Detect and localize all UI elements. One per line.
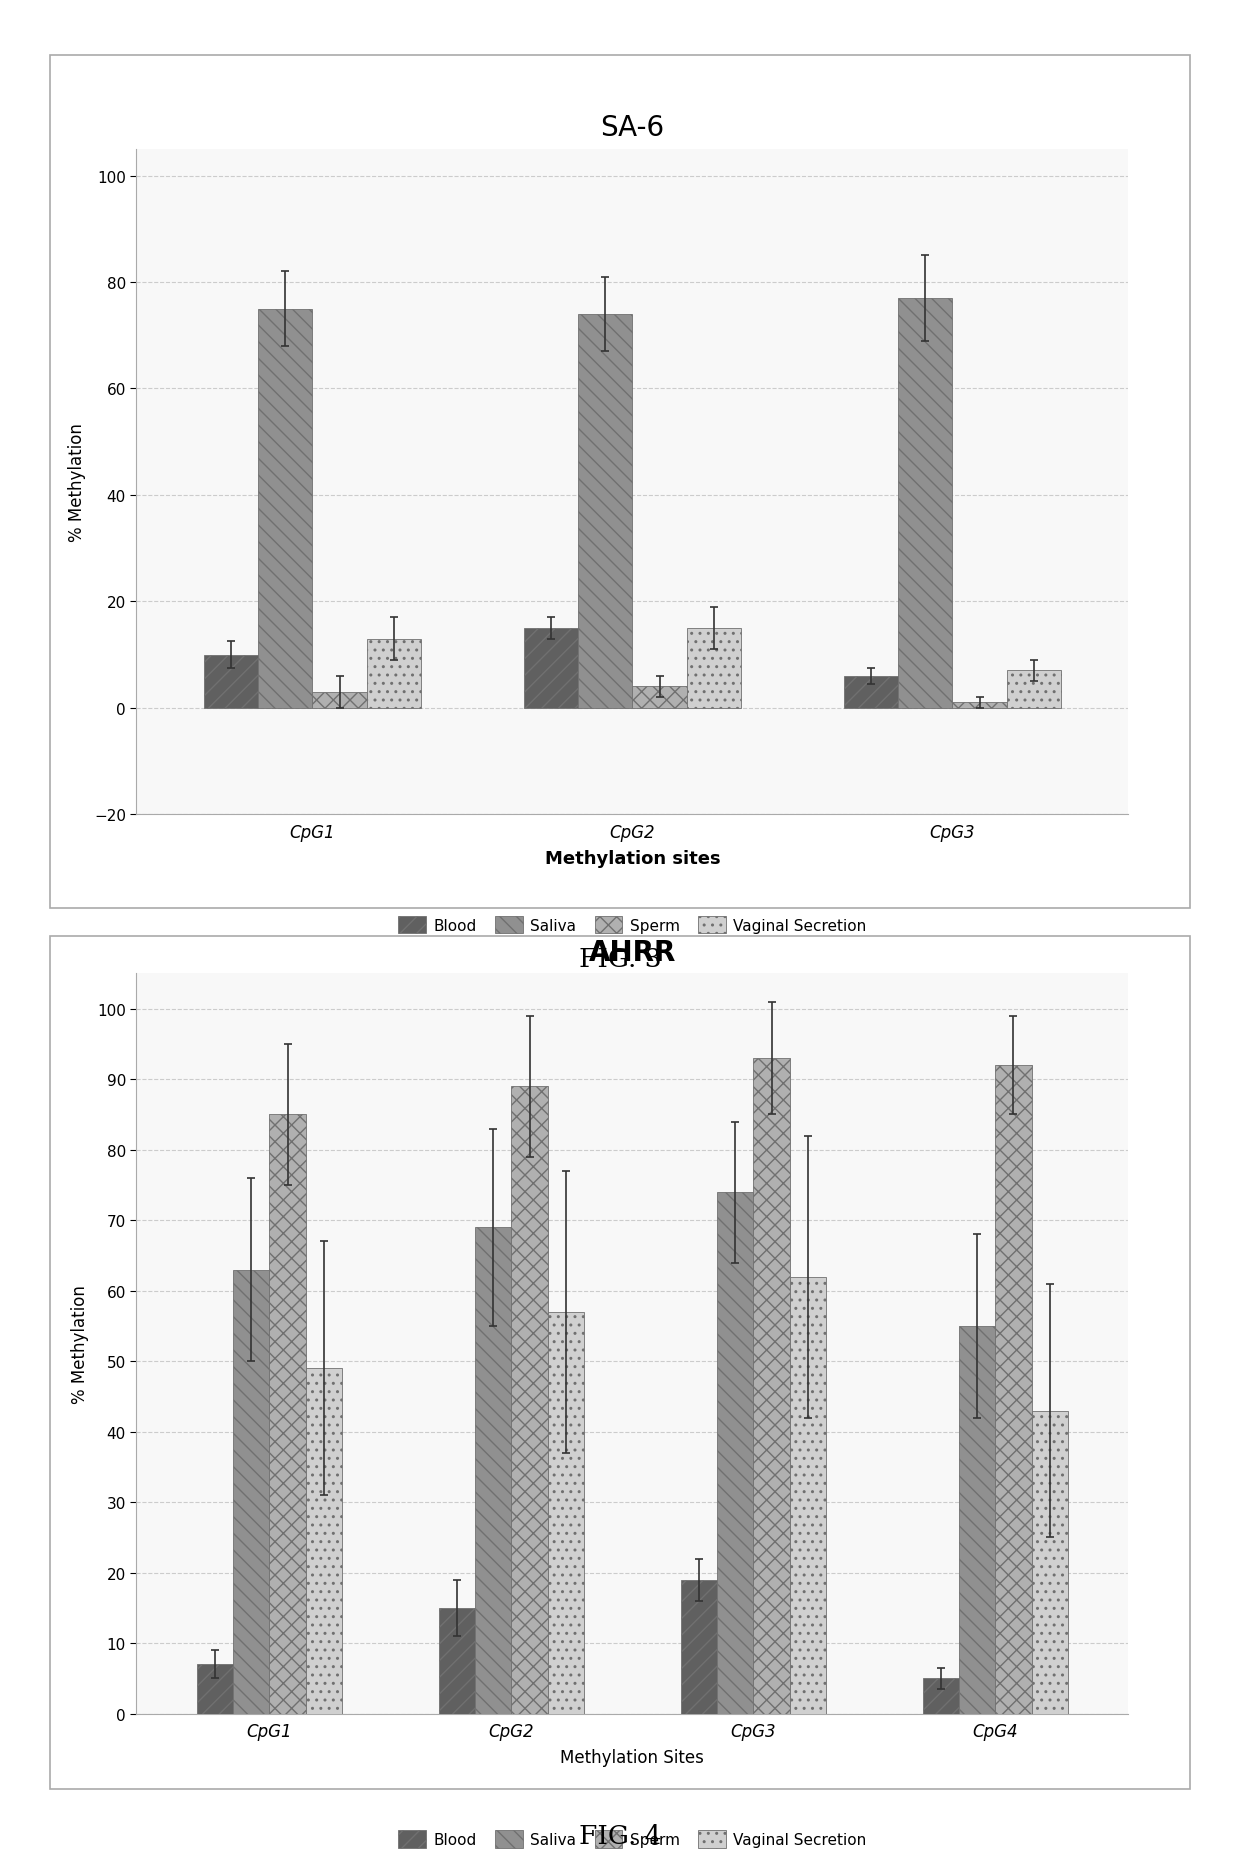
Bar [523,629,578,708]
Bar [258,309,312,708]
Bar [511,1086,548,1714]
Bar [203,656,258,708]
Bar [923,1678,959,1714]
Bar [548,1313,584,1714]
Y-axis label: % Methylation: % Methylation [71,1285,89,1403]
Title: SA-6: SA-6 [600,114,665,142]
Bar [578,315,632,708]
Bar [790,1277,826,1714]
X-axis label: Methylation Sites: Methylation Sites [560,1748,704,1766]
Bar [843,676,898,708]
X-axis label: Methylation sites: Methylation sites [544,848,720,867]
Bar [959,1326,996,1714]
Bar [269,1114,306,1714]
Legend: Blood, Saliva, Sperm, Vaginal Secretion: Blood, Saliva, Sperm, Vaginal Secretion [392,1824,873,1854]
Bar [996,1066,1032,1714]
Bar [898,300,952,708]
Bar [952,702,1007,708]
Bar [475,1227,511,1714]
Title: AHRR: AHRR [589,938,676,966]
Text: FIG. 3: FIG. 3 [579,946,661,972]
Bar [632,687,687,708]
Bar [681,1581,717,1714]
Bar [197,1665,233,1714]
Bar [233,1270,269,1714]
Bar [687,629,742,708]
Bar [439,1609,475,1714]
Bar [1032,1410,1068,1714]
Bar [367,639,422,708]
Bar [312,693,367,708]
Bar [754,1058,790,1714]
Y-axis label: % Methylation: % Methylation [68,423,86,541]
Bar [1007,671,1061,708]
Legend: Blood, Saliva, Sperm, Vaginal Secretion: Blood, Saliva, Sperm, Vaginal Secretion [392,910,873,940]
Text: FIG. 4: FIG. 4 [579,1822,661,1849]
Bar [717,1193,754,1714]
Bar [306,1369,342,1714]
